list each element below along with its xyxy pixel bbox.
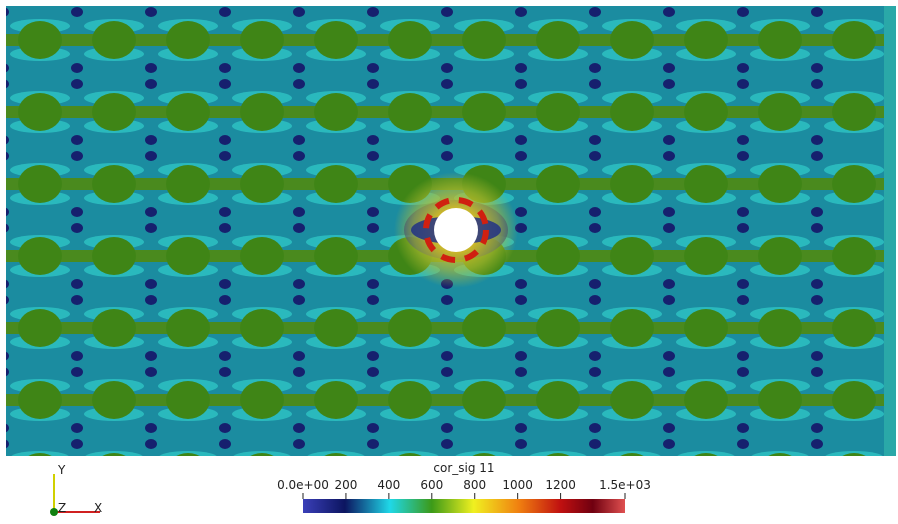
colorbar-tick-label: 200 [334,478,357,492]
colorbar-tick-label: 1000 [502,478,533,492]
colorbar-tick-label: 800 [463,478,486,492]
axis-label: X [94,501,102,515]
hole [434,208,478,252]
colorbar [303,499,625,513]
colorbar-tick-label: 1.5e+03 [599,478,651,492]
colorbar-tick-label: 600 [420,478,443,492]
colorbar-tick-label: 1200 [545,478,576,492]
orientation-axes: Y Z X [50,463,102,516]
colorbar-tick-label: 0.0e+00 [277,478,329,492]
z-axis [50,508,58,516]
axis-label: Z [58,501,66,515]
colorbar-tick-label: 400 [377,478,400,492]
field-edge [884,6,896,456]
axis-label: Y [57,463,66,477]
peak-ring [423,197,489,263]
colorbar-title: cor_sig 11 [433,461,494,475]
